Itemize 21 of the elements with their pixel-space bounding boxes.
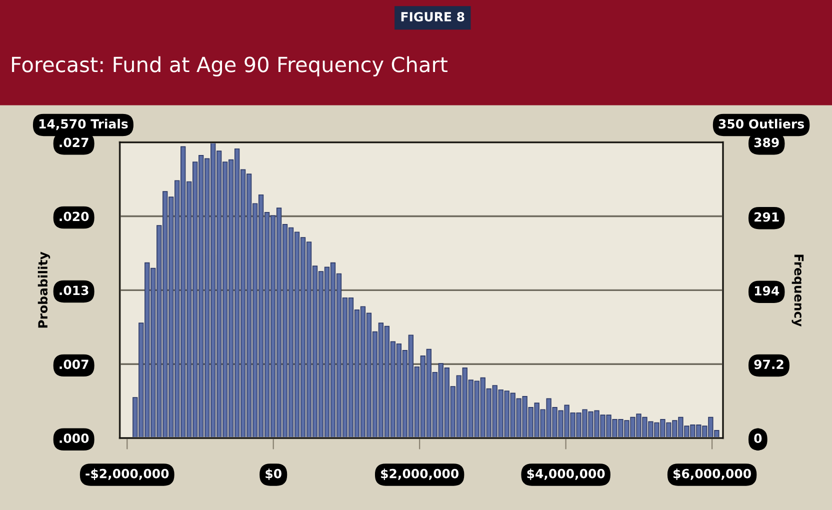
y-tick-label: .007 <box>60 360 88 370</box>
y2-axis-title: Frequency <box>792 254 804 327</box>
x-tick-label: $2,000,000 <box>381 468 459 480</box>
y2-tick-label: 389 <box>754 138 779 148</box>
y-axis-title: Probability <box>38 252 50 328</box>
x-tick-label: $0 <box>266 468 282 480</box>
chart-title: Forecast: Fund at Age 90 Frequency Chart <box>12 56 448 76</box>
x-tick-label: $4,000,000 <box>527 468 605 480</box>
x-tick-label: -$2,000,000 <box>86 468 169 480</box>
caption: FIGURE 8 <box>401 12 464 22</box>
y-tick-label: .000 <box>60 434 89 444</box>
x-tick-label: $6,000,000 <box>673 468 751 480</box>
y2-tick-label: 194 <box>754 286 780 296</box>
y-tick-label: .013 <box>60 286 88 296</box>
text: 350 Outliers <box>718 118 804 129</box>
y2-tick-label: 97.2 <box>754 360 784 370</box>
y-tick-label: .027 <box>60 138 88 148</box>
y2-tick-label: 0 <box>754 434 762 444</box>
y-tick-label: .020 <box>60 212 89 222</box>
y2-tick-label: 291 <box>754 212 779 222</box>
text: 14,570 Trials <box>39 118 128 130</box>
